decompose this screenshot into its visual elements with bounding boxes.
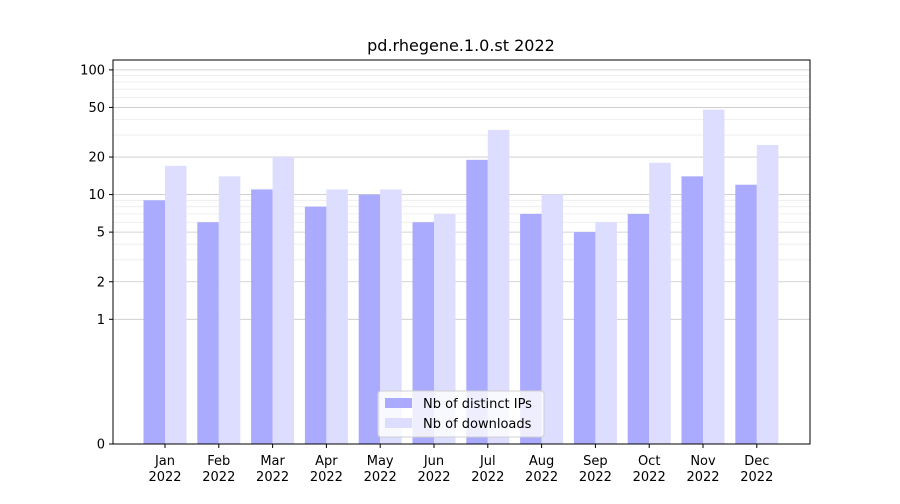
x-tick-label-month: Dec	[744, 454, 769, 469]
bar-distinct-ips	[681, 176, 703, 444]
legend: Nb of distinct IPs Nb of downloads	[377, 390, 545, 438]
x-tick-label-year: 2022	[202, 470, 235, 485]
x-tick-label-year: 2022	[364, 470, 397, 485]
x-tick-label-month: Jan	[154, 454, 175, 469]
bar-distinct-ips	[573, 232, 596, 444]
x-tick-label-month: Aug	[529, 454, 554, 469]
y-tick-label: 50	[88, 101, 105, 116]
bar-distinct-ips	[251, 189, 273, 444]
x-tick-label-month: Mar	[260, 454, 285, 469]
y-tick-label: 5	[97, 226, 105, 241]
bar-downloads	[487, 129, 510, 444]
x-axis: Jan2022Feb2022Mar2022Apr2022May2022Jun20…	[148, 444, 773, 485]
x-tick-label-year: 2022	[579, 470, 612, 485]
bar-downloads	[703, 109, 725, 444]
bar-downloads	[649, 162, 671, 444]
bar-distinct-ips	[735, 184, 757, 444]
bar-downloads	[756, 144, 779, 445]
bar-distinct-ips	[358, 194, 381, 444]
y-tick-label: 1	[97, 313, 105, 328]
bar-downloads	[326, 189, 348, 444]
x-tick-label-year: 2022	[633, 470, 666, 485]
x-tick-label-year: 2022	[525, 470, 558, 485]
x-tick-label-month: Jul	[479, 454, 496, 469]
x-tick-label-year: 2022	[740, 470, 773, 485]
y-axis: 0 1 2 5 10 20 50 100	[80, 63, 113, 453]
x-tick-label-year: 2022	[471, 470, 504, 485]
bar-downloads	[165, 165, 187, 444]
x-tick-label-year: 2022	[256, 470, 289, 485]
bar-downloads	[380, 189, 402, 444]
x-tick-label-month: Apr	[315, 454, 338, 469]
bar-distinct-ips	[143, 200, 165, 444]
legend-swatch	[385, 418, 412, 428]
x-tick-label-year: 2022	[310, 470, 343, 485]
x-tick-label-month: May	[367, 454, 394, 469]
x-tick-label-year: 2022	[686, 470, 719, 485]
x-tick-label-month: Jun	[423, 454, 444, 469]
legend-swatch	[385, 398, 412, 408]
y-tick-label: 20	[88, 151, 105, 166]
x-tick-label-month: Sep	[583, 454, 608, 469]
plot-frame	[112, 59, 811, 445]
bar-distinct-ips	[304, 206, 327, 444]
y-tick-label: 10	[88, 188, 105, 203]
x-tick-label-year: 2022	[148, 470, 181, 485]
bar-distinct-ips	[412, 222, 434, 444]
bar-distinct-ips	[627, 213, 650, 444]
chart-title: pd.rhegene.1.0.st 2022	[367, 36, 555, 55]
y-tick-label: 100	[80, 63, 105, 78]
bar-downloads	[541, 194, 564, 444]
x-tick-label-month: Feb	[207, 454, 230, 469]
x-tick-label-month: Nov	[690, 454, 716, 469]
y-tick-label: 0	[97, 438, 105, 453]
bars	[143, 109, 779, 445]
bar-distinct-ips	[466, 159, 488, 444]
legend-label: Nb of distinct IPs	[423, 397, 532, 412]
bar-distinct-ips	[520, 213, 542, 444]
bar-downloads	[272, 157, 295, 444]
x-tick-label-month: Oct	[638, 454, 660, 469]
bar-downloads	[595, 222, 617, 444]
x-tick-label-year: 2022	[417, 470, 450, 485]
bar-downloads	[434, 213, 456, 444]
bar-distinct-ips	[197, 222, 219, 444]
y-tick-label: 2	[97, 275, 105, 290]
bar-downloads	[218, 176, 241, 444]
legend-label: Nb of downloads	[423, 417, 532, 432]
legend-box	[377, 390, 545, 438]
